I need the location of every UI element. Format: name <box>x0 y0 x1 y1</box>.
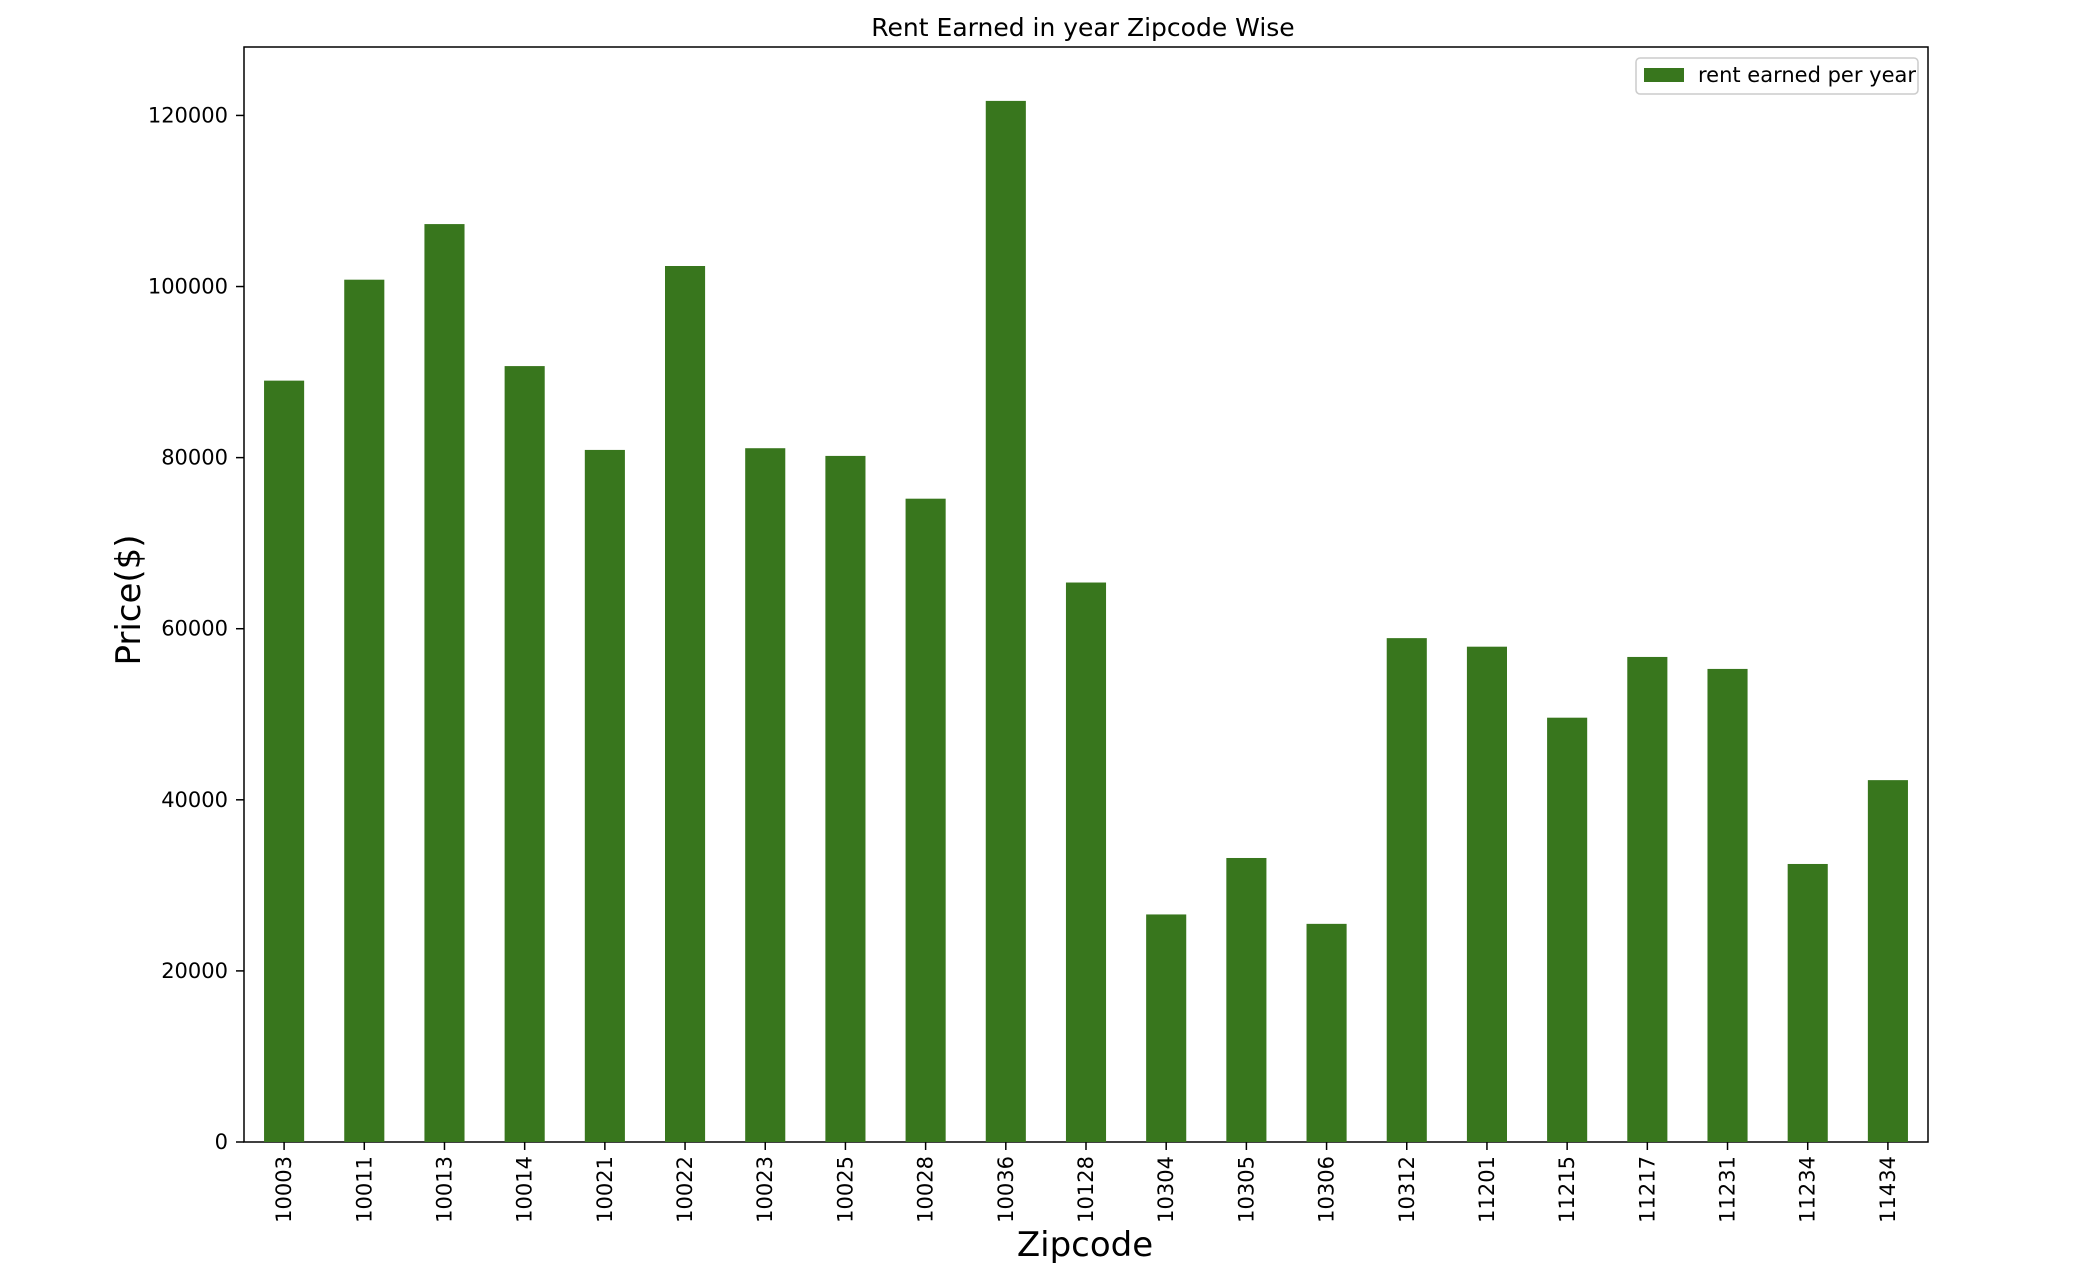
y-tick-label: 40000 <box>161 788 228 812</box>
chart-title: Rent Earned in year Zipcode Wise <box>871 13 1294 42</box>
bar-10022 <box>665 266 706 1142</box>
bar-10011 <box>344 279 385 1142</box>
bar-11231 <box>1707 668 1748 1142</box>
y-tick-label: 120000 <box>148 103 228 127</box>
x-tick-label: 10011 <box>352 1156 376 1223</box>
y-tick-label: 60000 <box>161 617 228 641</box>
x-tick-label: 11201 <box>1475 1156 1499 1223</box>
x-tick-label: 10312 <box>1395 1156 1419 1223</box>
x-tick-label: 10014 <box>513 1156 537 1223</box>
x-tick-label: 11217 <box>1635 1156 1659 1223</box>
y-tick-label: 80000 <box>161 446 228 470</box>
bar-10312 <box>1386 638 1427 1142</box>
bar-10036 <box>985 100 1026 1142</box>
bar-10305 <box>1226 857 1267 1142</box>
bar-11234 <box>1787 863 1828 1142</box>
bars-group <box>264 100 1908 1142</box>
bar-10025 <box>825 455 866 1142</box>
legend: rent earned per year <box>1635 57 1919 95</box>
x-tick-label: 10036 <box>994 1156 1018 1223</box>
bar-10003 <box>264 380 305 1142</box>
bar-11217 <box>1627 656 1668 1142</box>
bar-10021 <box>584 449 625 1142</box>
bar-10014 <box>504 366 545 1142</box>
bar-11201 <box>1466 646 1507 1142</box>
bar-10023 <box>745 448 786 1142</box>
x-axis: 10003 10011 10013 10014 10021 10022 10023 10025… <box>272 1142 1900 1223</box>
legend-box <box>1635 57 1919 95</box>
y-tick-label: 20000 <box>161 959 228 983</box>
x-tick-label: 10003 <box>272 1156 296 1223</box>
y-axis-label: Price($) <box>109 534 149 665</box>
x-tick-label: 10028 <box>914 1156 938 1223</box>
x-tick-label: 11215 <box>1555 1156 1579 1223</box>
x-tick-label: 10128 <box>1074 1156 1098 1223</box>
x-tick-label: 10306 <box>1315 1156 1339 1223</box>
bar-10028 <box>905 498 946 1142</box>
bar-10304 <box>1146 914 1187 1142</box>
x-tick-label: 11231 <box>1716 1156 1740 1223</box>
legend-swatch <box>1644 68 1684 82</box>
bar-10128 <box>1065 582 1107 1142</box>
x-tick-label: 10023 <box>753 1156 777 1223</box>
y-axis: 0 20000 40000 60000 80000 100000 120000 <box>148 103 244 1154</box>
y-tick-label: 0 <box>215 1130 228 1154</box>
x-tick-label: 11434 <box>1876 1156 1900 1223</box>
x-tick-label: 10021 <box>593 1156 617 1223</box>
bar-11215 <box>1547 717 1588 1142</box>
bar-11434 <box>1867 780 1908 1142</box>
legend-label: rent earned per year <box>1698 63 1916 87</box>
x-tick-label: 10025 <box>833 1156 857 1223</box>
bar-10013 <box>424 224 465 1142</box>
x-tick-label: 10013 <box>432 1156 456 1223</box>
x-tick-label: 10305 <box>1234 1156 1258 1223</box>
x-tick-label: 10304 <box>1154 1156 1178 1223</box>
y-tick-label: 100000 <box>148 275 228 299</box>
bar-10306 <box>1306 923 1347 1142</box>
x-axis-label: Zipcode <box>1017 1225 1153 1265</box>
x-tick-label: 10022 <box>673 1156 697 1223</box>
x-tick-label: 11234 <box>1796 1156 1820 1223</box>
